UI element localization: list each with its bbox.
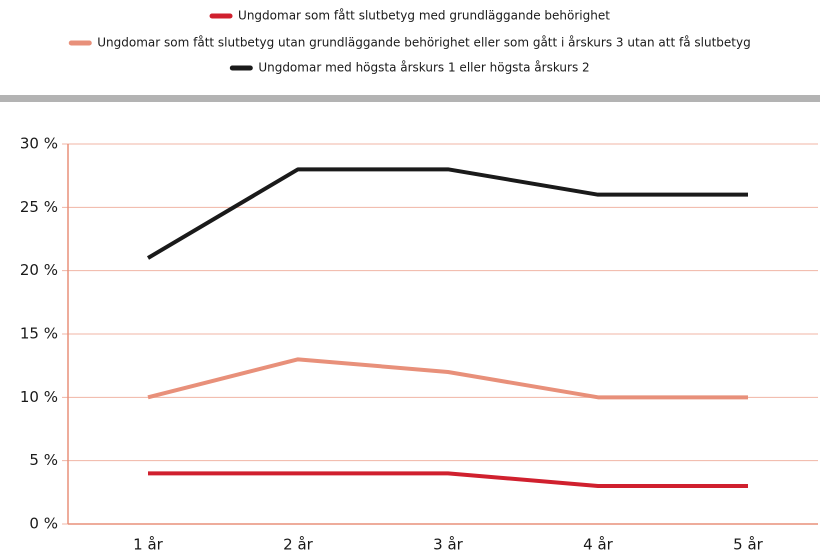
legend-label: Ungdomar som fått slutbetyg med grundläg…	[238, 9, 610, 23]
x-tick-label: 3 år	[433, 536, 464, 554]
series-line	[148, 471, 748, 488]
x-tick-label: 5 år	[733, 536, 764, 554]
series-line	[146, 167, 748, 260]
y-tick-label: 5 %	[29, 451, 58, 469]
legend-label: Ungdomar som fått slutbetyg utan grundlä…	[97, 36, 750, 50]
x-tick-label: 4 år	[583, 536, 614, 554]
x-tick-label: 2 år	[283, 536, 314, 554]
y-tick-label: 20 %	[20, 261, 58, 279]
y-tick-label: 10 %	[20, 388, 58, 406]
x-tick-label: 1 år	[133, 536, 164, 554]
legend-label: Ungdomar med högsta årskurs 1 eller högs…	[258, 61, 589, 75]
separator-band	[0, 95, 820, 102]
series-line	[147, 357, 748, 400]
y-tick-label: 15 %	[20, 325, 58, 343]
y-tick-label: 30 %	[20, 135, 58, 153]
legend: Ungdomar som fått slutbetyg med grundläg…	[68, 9, 751, 75]
y-tick-label: 25 %	[20, 198, 58, 216]
y-tick-label: 0 %	[29, 515, 58, 533]
